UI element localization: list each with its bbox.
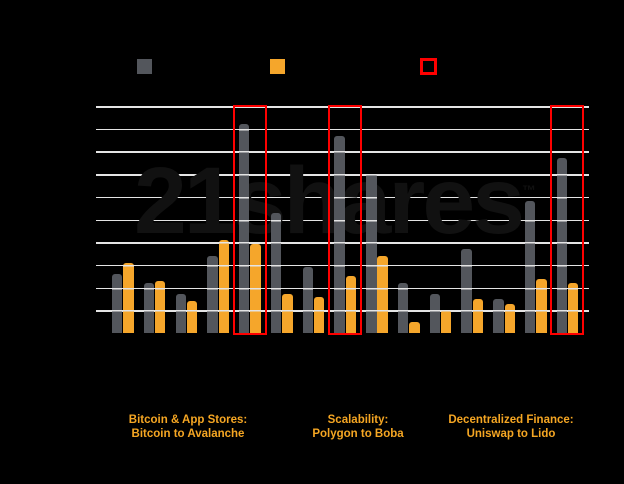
section-label-decentralized-finance: Decentralized Finance: Uniswap to Lido [396, 413, 624, 441]
bar-orange-11 [441, 310, 452, 333]
gridline [96, 128, 589, 131]
section-label-bitcoin-app-stores: Bitcoin & App Stores: Bitcoin to Avalanc… [73, 413, 303, 441]
legend-swatch-gray-icon [137, 59, 152, 74]
bar-orange-13 [504, 303, 515, 333]
bar-orange-4 [218, 239, 229, 333]
section-label-scalability: Scalability: Polygon to Boba [243, 413, 473, 441]
bar-gray-6 [270, 212, 282, 333]
bar-orange-3 [186, 301, 198, 333]
bar-orange-6 [282, 294, 293, 333]
bar-gray-3 [175, 294, 186, 333]
bar-gray-11 [429, 294, 441, 333]
bar-gray-15 [556, 158, 568, 333]
section-label-line2: Polygon to Boba [312, 428, 404, 440]
bar-orange-2 [155, 280, 166, 333]
bar-orange-9 [377, 255, 388, 333]
plot-area: 21shares™ [96, 105, 589, 335]
bar-gray-14 [525, 201, 536, 333]
bar-gray-8 [334, 135, 345, 333]
bar-orange-8 [345, 276, 357, 333]
section-label-line1: Scalability: [327, 414, 389, 426]
bar-orange-7 [313, 296, 325, 333]
bar-gray-13 [493, 298, 504, 333]
bar-orange-15 [568, 283, 579, 333]
highlight-box-group-8 [327, 105, 362, 335]
bar-orange-14 [536, 278, 547, 333]
bar-gray-7 [302, 267, 313, 333]
watermark-trademark: ™ [522, 182, 537, 198]
section-label-line1: Bitcoin & App Stores: [128, 414, 248, 426]
bar-orange-5 [250, 244, 261, 333]
bar-gray-5 [239, 124, 250, 333]
highlight-box-group-15 [550, 105, 585, 335]
bar-gray-1 [112, 273, 123, 333]
legend-swatch-orange-icon [270, 59, 285, 74]
bar-gray-2 [143, 283, 155, 333]
section-label-line2: Uniswap to Lido [466, 428, 556, 440]
bar-gray-12 [461, 249, 472, 333]
bar-gray-4 [207, 255, 218, 333]
bar-orange-1 [123, 262, 134, 333]
section-label-line1: Decentralized Finance: [448, 414, 574, 426]
highlight-box-group-5 [232, 105, 267, 335]
bar-orange-10 [409, 321, 420, 333]
bar-orange-12 [472, 298, 484, 333]
legend-swatch-red-outline-icon [420, 58, 437, 75]
bar-gray-10 [397, 283, 409, 333]
bar-gray-9 [366, 174, 377, 333]
section-label-line2: Bitcoin to Avalanche [131, 428, 245, 440]
